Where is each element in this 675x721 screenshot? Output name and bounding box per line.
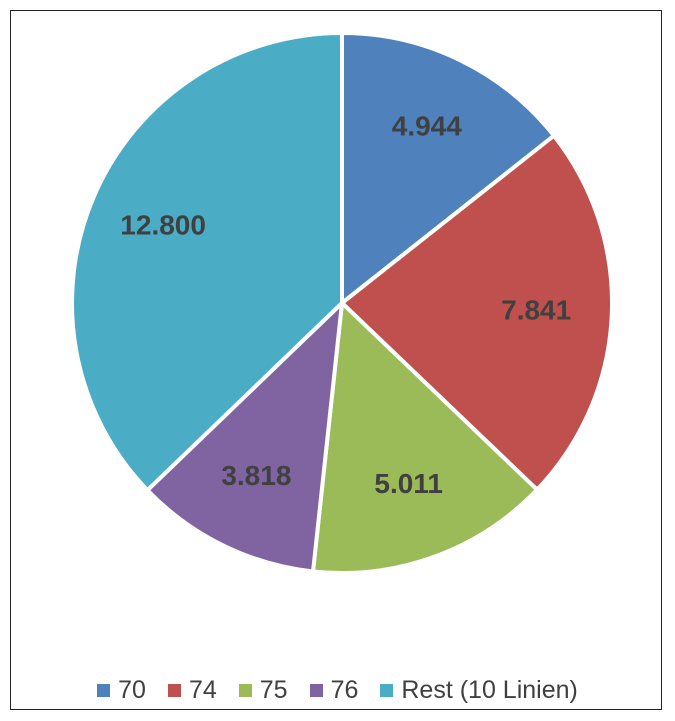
legend-swatch-1	[167, 683, 181, 697]
legend-item-0: 70	[97, 676, 146, 705]
data-label-3: 3.818	[221, 460, 291, 491]
legend-swatch-4	[380, 683, 394, 697]
pie-slice-0	[340, 31, 556, 305]
legend-label-3: 76	[330, 675, 359, 704]
legend-item-3: 76	[309, 675, 359, 705]
pie-chart: 4.944 7.841 5.011 3.818 12.800	[70, 31, 614, 575]
legend-swatch-3	[309, 683, 323, 697]
data-label-1: 7.841	[501, 295, 571, 326]
data-label-2: 5.011	[374, 468, 443, 499]
data-label-0: 4.944	[392, 110, 462, 141]
legend-label-0: 70	[118, 675, 146, 704]
pie-slice-1	[340, 133, 614, 492]
legend-item-4: Rest (10 Linien)	[380, 675, 578, 705]
legend-label-4: Rest (10 Linien)	[401, 675, 578, 704]
legend-swatch-2	[238, 683, 252, 697]
pie-slice-2	[311, 301, 540, 575]
legend-swatch-0	[97, 683, 111, 697]
legend-label-2: 75	[259, 675, 288, 704]
legend-item-1: 74	[167, 675, 217, 705]
legend-item-2: 75	[238, 675, 288, 705]
data-label-4: 12.800	[120, 209, 206, 240]
legend: 70 74 75 76 Rest (10 Linien)	[0, 670, 675, 710]
pie-slice-3	[145, 301, 344, 574]
pie-slice-4	[70, 31, 344, 493]
legend-label-1: 74	[188, 675, 217, 704]
